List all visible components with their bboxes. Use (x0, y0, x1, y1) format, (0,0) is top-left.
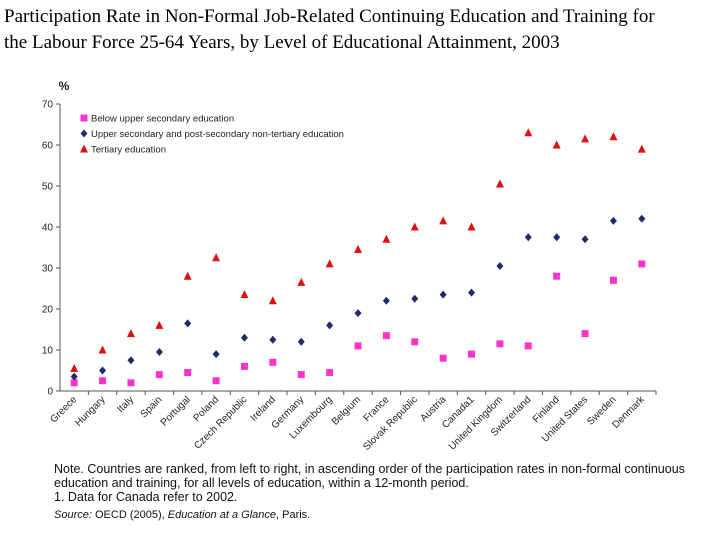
data-point (553, 233, 561, 242)
chart-title: Participation Rate in Non-Formal Job-Rel… (4, 4, 716, 56)
data-point (581, 134, 590, 143)
data-point (382, 296, 390, 305)
data-point (609, 216, 617, 225)
data-point (269, 358, 277, 366)
data-point (411, 294, 419, 303)
data-point (354, 309, 362, 318)
data-point (637, 144, 646, 153)
data-point (70, 372, 78, 381)
data-point (70, 379, 78, 387)
y-tick-label: 60 (42, 141, 54, 152)
data-point (127, 379, 135, 387)
note-footnote: 1. Data for Canada refer to 2002. (54, 490, 238, 504)
x-tick-label: Portugal (159, 394, 193, 428)
y-tick-label: 0 (47, 387, 53, 398)
data-point (212, 253, 221, 262)
chart-note: Note. Countries are ranked, from left to… (54, 462, 694, 522)
data-point (524, 233, 532, 242)
data-point (467, 222, 476, 231)
data-point (411, 338, 419, 346)
y-tick-label: 40 (42, 223, 54, 234)
data-point (439, 216, 448, 225)
data-point (326, 321, 334, 330)
data-point (155, 348, 163, 357)
data-point (638, 214, 646, 223)
source-place: , Paris. (276, 509, 311, 521)
data-point (297, 371, 305, 379)
data-point (269, 335, 277, 344)
data-point (495, 179, 504, 188)
data-point (240, 362, 248, 370)
data-point (99, 377, 107, 385)
x-tick-label: Italy (115, 394, 136, 415)
x-tick-label: Belgium (330, 394, 363, 427)
x-tick-label: Slovak Republic (361, 394, 419, 452)
data-point (70, 363, 79, 372)
data-point (581, 330, 589, 338)
y-tick-label: 50 (42, 182, 54, 193)
y-tick-label: 70 (42, 100, 54, 111)
data-point (382, 234, 391, 243)
data-point (354, 245, 362, 254)
data-point (354, 342, 362, 350)
data-point (99, 366, 107, 375)
data-point (325, 259, 334, 268)
data-point (524, 128, 533, 137)
legend-label: Tertiary education (91, 145, 166, 156)
data-point (212, 377, 220, 385)
y-tick-label: 30 (42, 264, 54, 275)
source-label: Source: (54, 509, 92, 521)
data-point (127, 356, 135, 365)
data-point (155, 320, 164, 329)
legend-label: Upper secondary and post-secondary non-t… (91, 129, 344, 140)
data-point (297, 337, 305, 346)
data-point (183, 271, 192, 280)
data-point (326, 369, 334, 377)
x-tick-label: Hungary (73, 394, 108, 429)
data-point (524, 342, 532, 350)
data-point (609, 132, 618, 141)
data-point (268, 296, 277, 305)
data-point (382, 332, 390, 340)
data-point (184, 369, 192, 377)
data-point (410, 222, 419, 231)
data-point (609, 276, 617, 284)
data-point (439, 354, 447, 362)
note-text: Note. Countries are ranked, from left to… (54, 462, 685, 490)
legend-marker (80, 114, 88, 122)
data-point (126, 329, 135, 338)
x-tick-label: Denmark (610, 394, 647, 431)
data-point (98, 345, 107, 354)
data-point (638, 260, 646, 268)
legend-marker (80, 144, 88, 153)
data-point (240, 290, 249, 299)
data-point (468, 288, 476, 297)
source-org: OECD (2005), (94, 509, 165, 521)
data-point (496, 261, 504, 270)
data-point (184, 319, 192, 328)
title-line-1: Participation Rate in Non-Formal Job-Rel… (4, 6, 655, 27)
data-point (240, 333, 248, 342)
y-tick-label: 10 (42, 346, 54, 357)
data-point (552, 140, 561, 149)
y-axis-label: % (59, 79, 70, 93)
data-point (496, 340, 504, 348)
x-tick-label: Spain (139, 394, 165, 420)
x-tick-label: Czech Republic (192, 394, 249, 451)
data-point (468, 350, 476, 358)
data-point (297, 277, 306, 286)
data-point (212, 350, 220, 359)
source-line: Source: OECD (2005), Education at a Glan… (54, 508, 694, 522)
source-title: Education at a Glance (167, 509, 276, 521)
data-point (581, 235, 589, 244)
data-point (155, 371, 163, 379)
y-tick-label: 20 (42, 305, 54, 316)
legend-marker (80, 129, 88, 138)
data-point (439, 290, 447, 299)
title-line-2: the Labour Force 25-64 Years, by Level o… (4, 32, 560, 53)
data-point (553, 272, 561, 280)
legend-label: Below upper secondary education (91, 114, 234, 125)
